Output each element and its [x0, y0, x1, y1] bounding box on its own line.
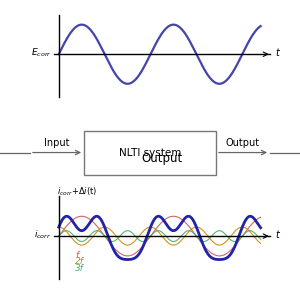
Text: t: t: [275, 230, 279, 240]
Text: t: t: [275, 49, 279, 58]
Text: 3f: 3f: [75, 264, 84, 273]
Text: $i_{corr}$+$\Delta$$i$(t): $i_{corr}$+$\Delta$$i$(t): [57, 186, 97, 198]
Text: 2f: 2f: [75, 257, 84, 266]
Text: $E_{corr}$+$V_a$ sin(2$\pi$ft): $E_{corr}$+$V_a$ sin(2$\pi$ft): [104, 0, 182, 2]
Text: Input: Input: [44, 138, 70, 148]
Text: Output: Output: [141, 152, 183, 165]
Text: Output: Output: [226, 138, 260, 148]
Text: $i_{corr}$: $i_{corr}$: [34, 228, 51, 241]
Text: $E_{corr}$: $E_{corr}$: [31, 47, 51, 59]
Text: NLTI system: NLTI system: [119, 148, 181, 157]
Text: f: f: [75, 251, 78, 260]
Bar: [84, 131, 216, 175]
